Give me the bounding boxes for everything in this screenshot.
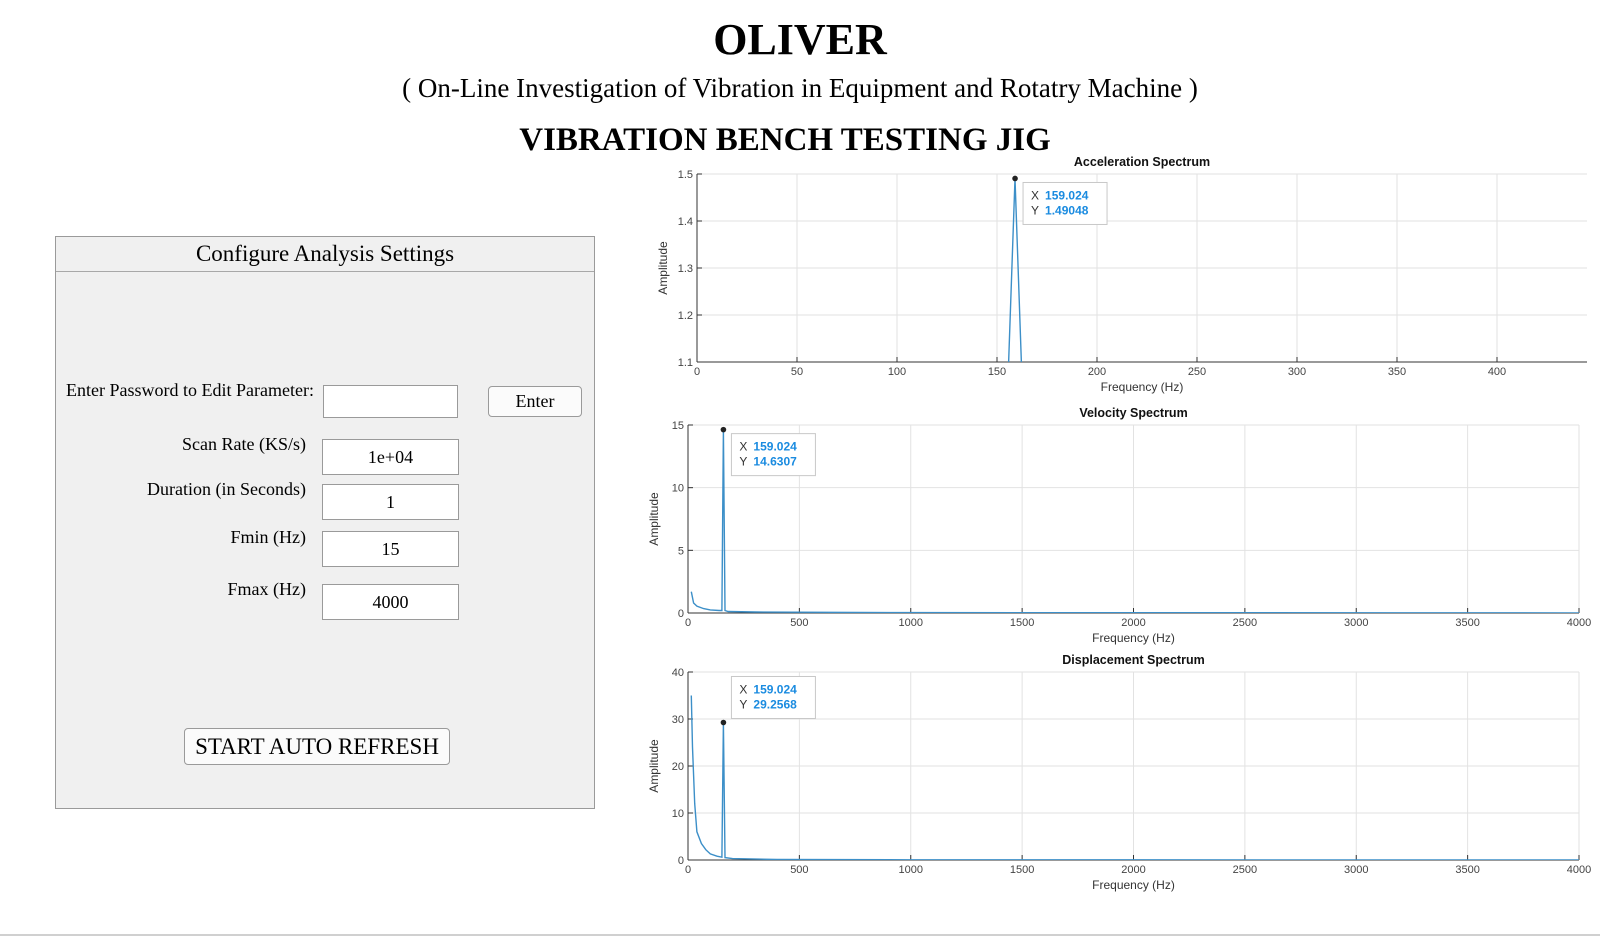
y-tick-label: 40 (672, 667, 684, 679)
configure-settings-panel: Configure Analysis Settings Enter Passwo… (55, 236, 595, 809)
x-tick-label: 3000 (1344, 617, 1368, 629)
datatip-y-value: 29.2568 (753, 697, 797, 711)
x-tick-label: 50 (791, 366, 803, 378)
fmax-label: Fmax (Hz) (227, 579, 306, 599)
y-axis-label: Amplitude (656, 241, 670, 295)
datatip-x-key: X (739, 682, 747, 696)
app-title: OLIVER (713, 15, 887, 64)
x-tick-label: 250 (1188, 366, 1206, 378)
y-axis-label: Amplitude (647, 739, 661, 793)
x-tick-label: 100 (888, 366, 906, 378)
datatip-box (730, 433, 816, 477)
chart-displacement-spectrum: 0 500 1000 1500 2000 2500 3000 3500 4000 0 10 20 30 4… (647, 653, 1591, 892)
series-line (690, 429, 1579, 613)
y-tick-label: 1.1 (678, 357, 693, 369)
datatip-y-key: Y (739, 697, 747, 711)
fmax-field[interactable] (322, 584, 459, 620)
x-tick-label: 500 (790, 617, 808, 629)
x-tick-label: 1000 (899, 864, 923, 876)
y-tick-label: 1.5 (678, 169, 693, 181)
x-tick-label: 3500 (1455, 617, 1479, 629)
datatip: X 159.024 Y 1.49048 (1022, 181, 1108, 225)
datatip-x-value: 159.024 (753, 440, 797, 454)
password-label: Enter Password to Edit Parameter: (66, 380, 314, 400)
x-tick-label: 1500 (1010, 617, 1034, 629)
scan-rate-label: Scan Rate (KS/s) (182, 434, 306, 454)
x-tick-label: 400 (1488, 366, 1506, 378)
y-axis-label: Amplitude (647, 492, 661, 546)
datatip-box (1022, 181, 1108, 225)
y-tick-label: 0 (678, 855, 684, 867)
datatip-marker (1012, 175, 1018, 182)
chart-velocity-spectrum: 0 500 1000 1500 2000 2500 3000 3500 4000 0 5 10 15 Ve… (647, 406, 1591, 645)
datatip-marker (720, 426, 727, 433)
chart-title: Acceleration Spectrum (1074, 155, 1210, 169)
datatip: X 159.024 Y 14.6307 (730, 433, 816, 477)
duration-field[interactable] (322, 484, 459, 520)
y-tick-label: 0 (678, 608, 684, 620)
datatip-x-key: X (1031, 188, 1039, 202)
x-tick-label: 1500 (1010, 864, 1034, 876)
y-tick-label: 1.3 (678, 263, 693, 275)
series-line (690, 695, 1579, 860)
y-tick-label: 5 (678, 545, 684, 557)
x-tick-label: 150 (988, 366, 1006, 378)
enter-button[interactable]: Enter (488, 386, 582, 417)
x-tick-label: 3500 (1455, 864, 1479, 876)
x-tick-label: 3000 (1344, 864, 1368, 876)
app-heading: VIBRATION BENCH TESTING JIG (519, 122, 1051, 158)
x-tick-label: 0 (685, 617, 691, 629)
fmin-field[interactable] (322, 531, 459, 567)
datatip-x-key: X (739, 440, 747, 454)
x-tick-label: 4000 (1567, 617, 1591, 629)
datatip-x-value: 159.024 (753, 682, 797, 696)
x-axis-label: Frequency (Hz) (1101, 380, 1184, 394)
y-tick-label: 20 (672, 761, 684, 773)
x-tick-label: 1000 (899, 617, 923, 629)
x-axis-label: Frequency (Hz) (1092, 878, 1175, 892)
x-tick-label: 2500 (1233, 617, 1257, 629)
datatip: X 159.024 Y 29.2568 (730, 675, 816, 719)
x-tick-label: 2500 (1233, 864, 1257, 876)
chart-title: Velocity Spectrum (1079, 406, 1187, 420)
x-tick-label: 0 (694, 366, 700, 378)
x-tick-label: 300 (1288, 366, 1306, 378)
series-line (1007, 178, 1023, 362)
x-tick-label: 350 (1388, 366, 1406, 378)
x-tick-label: 4000 (1567, 864, 1591, 876)
start-auto-refresh-button[interactable]: START AUTO REFRESH (184, 728, 450, 765)
datatip-y-value: 1.49048 (1045, 203, 1089, 217)
datatip-y-key: Y (739, 455, 747, 469)
x-tick-label: 500 (790, 864, 808, 876)
chart-acceleration-spectrum: 0 50 100 150 200 250 300 350 400 1.1 1.2 1.3 1.4 1.5 A… (656, 155, 1587, 394)
x-tick-label: 200 (1088, 366, 1106, 378)
datatip-x-value: 159.024 (1045, 188, 1089, 202)
y-tick-label: 30 (672, 714, 684, 726)
datatip-marker (720, 719, 727, 726)
datatip-box (730, 675, 816, 719)
password-input[interactable] (323, 385, 458, 418)
y-tick-label: 15 (672, 420, 684, 432)
y-tick-label: 10 (672, 483, 684, 495)
x-tick-label: 0 (685, 864, 691, 876)
datatip-y-key: Y (1031, 203, 1039, 217)
scan-rate-field[interactable] (322, 439, 459, 475)
bottom-divider (0, 934, 1600, 936)
duration-label: Duration (in Seconds) (147, 479, 306, 499)
datatip-y-value: 14.6307 (753, 455, 797, 469)
panel-title: Configure Analysis Settings (56, 237, 594, 272)
y-tick-label: 1.4 (678, 216, 693, 228)
chart-title: Displacement Spectrum (1062, 653, 1204, 667)
y-tick-label: 1.2 (678, 310, 693, 322)
x-tick-label: 2000 (1121, 864, 1145, 876)
fmin-label: Fmin (Hz) (230, 527, 307, 547)
y-tick-label: 10 (672, 808, 684, 820)
x-tick-label: 2000 (1121, 617, 1145, 629)
x-axis-label: Frequency (Hz) (1092, 631, 1175, 645)
app-subtitle: ( On-Line Investigation of Vibration in … (402, 73, 1198, 103)
